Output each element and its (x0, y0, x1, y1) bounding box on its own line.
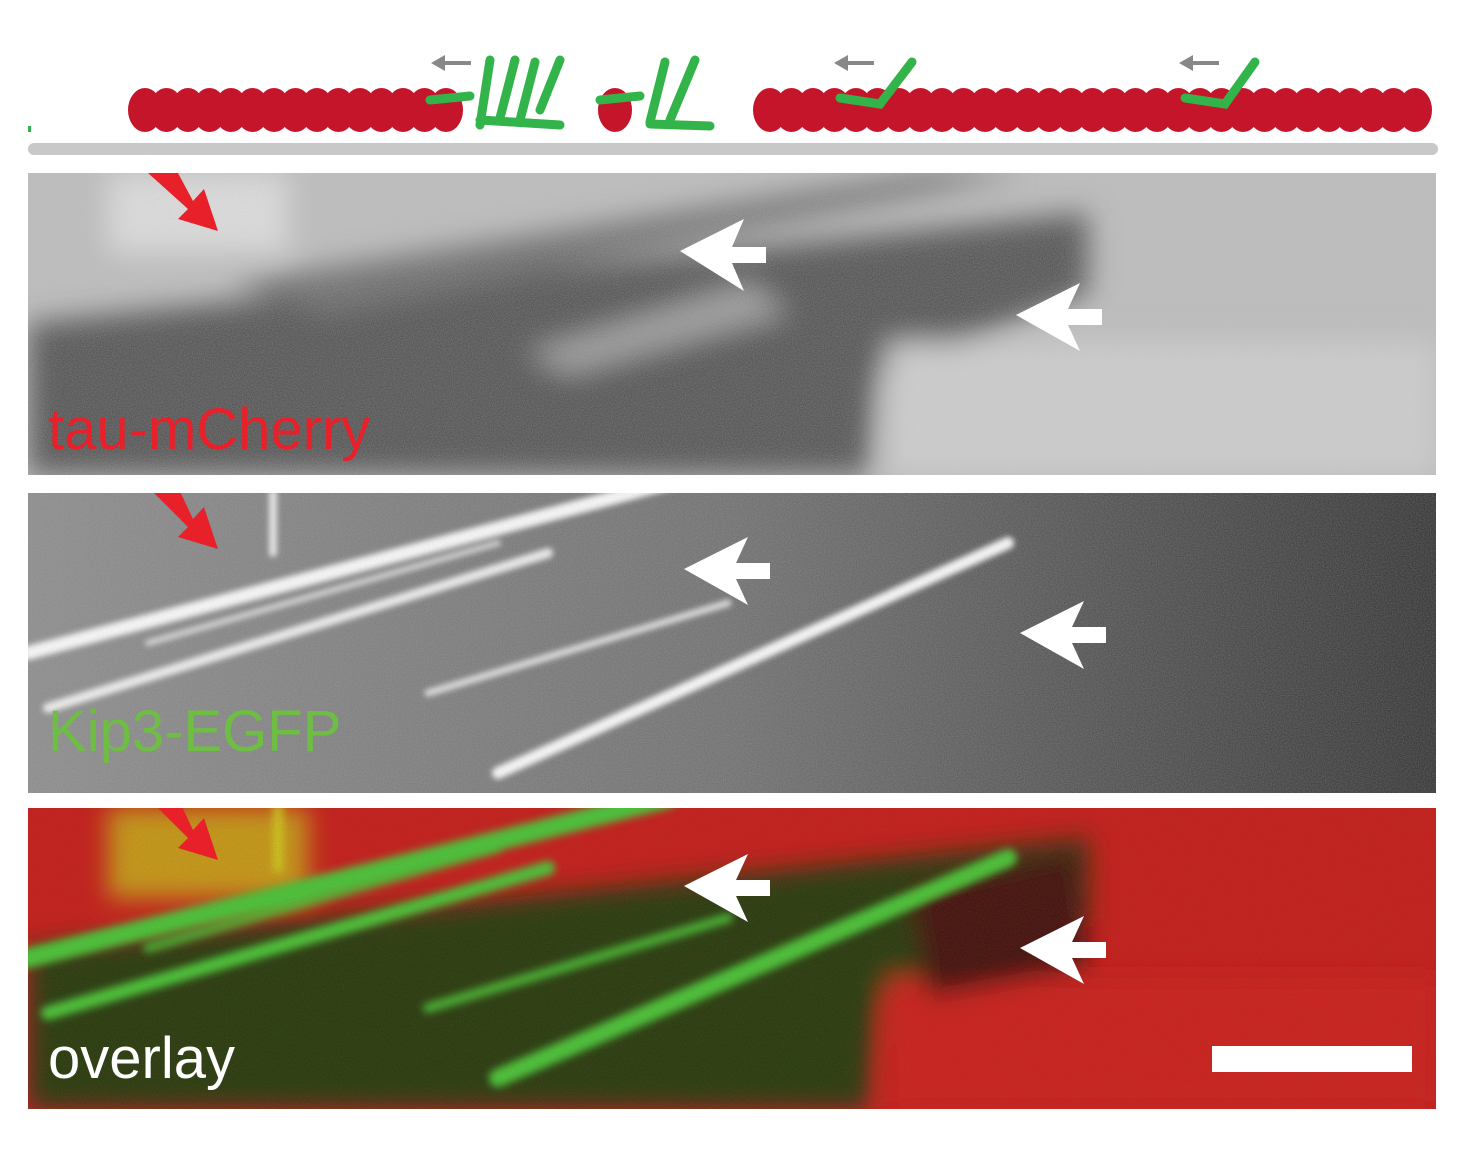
overlay-annotations (158, 808, 1106, 984)
kip3-kymograph-panel: Kip3-EGFP (28, 493, 1436, 793)
tau-kymograph (28, 173, 1436, 475)
microtubule-bar (28, 143, 1438, 155)
kip3-motors (425, 55, 1260, 131)
panel-label-overlay: overlay (48, 1026, 235, 1091)
tau-annotations (148, 173, 1102, 351)
kip3-annotations (154, 493, 1106, 669)
kip3-motor (1180, 57, 1260, 109)
microtubule-end-marker (28, 126, 31, 132)
kip3-motor (835, 57, 917, 109)
panel-label-kip3: Kip3-EGFP (48, 699, 342, 764)
white-arrow-icon (684, 854, 770, 922)
tau-bead (1398, 88, 1432, 132)
red-arrow-icon (154, 493, 218, 549)
tau-lattice (128, 88, 1432, 132)
white-arrow-icon (1020, 916, 1106, 984)
white-arrow-icon (1020, 601, 1106, 669)
kip3-kymograph (28, 493, 1436, 793)
white-arrow-icon (684, 537, 770, 605)
white-arrow-icon (1016, 283, 1102, 351)
red-arrow-icon (148, 173, 218, 231)
schematic-diagram (28, 55, 1438, 155)
direction-arrow-icon (431, 55, 471, 71)
panel-label-tau: tau-mCherry (48, 397, 371, 462)
tau-kymograph-panel: tau-mCherry (28, 173, 1436, 475)
direction-arrow-icon (834, 55, 874, 71)
direction-arrows (431, 55, 1219, 71)
white-arrow-icon (680, 219, 766, 291)
kip3-motor (425, 55, 565, 130)
direction-arrow-icon (1179, 55, 1219, 71)
red-arrow-icon (158, 808, 218, 860)
scale-bar (1212, 1046, 1412, 1072)
overlay-kymograph-panel: overlay (28, 808, 1436, 1109)
kip3-motor (595, 55, 715, 131)
